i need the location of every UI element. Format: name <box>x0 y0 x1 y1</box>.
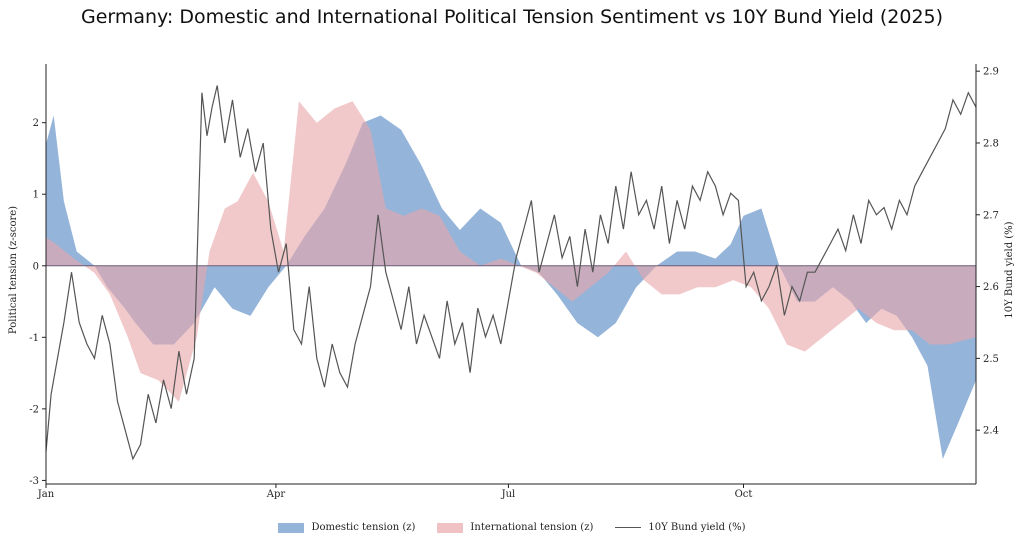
y-axis-label: Political tension (z-score) <box>8 206 19 334</box>
yield-line <box>45 85 977 461</box>
y-tick-label: 2 <box>33 118 39 129</box>
x-tick-label: Apr <box>266 489 286 500</box>
y-tick-label: -3 <box>29 476 39 487</box>
international-area <box>46 101 976 402</box>
x-tick-label: Jul <box>501 489 516 500</box>
y2-tick-label: 2.8 <box>983 138 999 149</box>
y2-axis-label: 10Y Bund yield (%) <box>1004 221 1015 318</box>
y-tick-label: -2 <box>29 404 39 415</box>
legend-label-yield: 10Y Bund yield (%) <box>648 522 746 533</box>
area-fills <box>46 101 976 459</box>
y2-tick-label: 2.5 <box>983 354 999 365</box>
legend: Domestic tension (z) International tensi… <box>0 522 1024 533</box>
y-tick-label: 0 <box>33 261 39 272</box>
y2-tick-label: 2.7 <box>983 210 999 221</box>
legend-swatch-yield <box>615 527 642 528</box>
y2-tick-label: 2.6 <box>983 282 999 293</box>
axes: -3 -2 -1 0 1 2 2.4 2.5 2.6 2.7 2.8 2.9 Jan Apr Jul Oct <box>29 64 999 500</box>
legend-item-domestic: Domestic tension (z) <box>278 522 415 533</box>
legend-item-yield: 10Y Bund yield (%) <box>615 522 746 533</box>
legend-item-international: International tension (z) <box>437 522 593 533</box>
chart-title: Germany: Domestic and International Poli… <box>80 6 944 28</box>
legend-label-domestic: Domestic tension (z) <box>311 522 416 533</box>
domestic-area <box>46 115 976 459</box>
y2-tick-label: 2.4 <box>983 426 999 437</box>
y-tick-label: -1 <box>29 333 39 344</box>
x-tick-label: Jan <box>37 489 55 500</box>
x-tick-label: Oct <box>735 489 753 500</box>
legend-label-international: International tension (z) <box>470 522 594 533</box>
y-tick-label: 1 <box>33 190 39 201</box>
legend-swatch-domestic <box>278 522 305 533</box>
y2-tick-label: 2.9 <box>983 67 999 78</box>
legend-swatch-international <box>437 522 464 533</box>
yield-line-group <box>45 85 977 461</box>
